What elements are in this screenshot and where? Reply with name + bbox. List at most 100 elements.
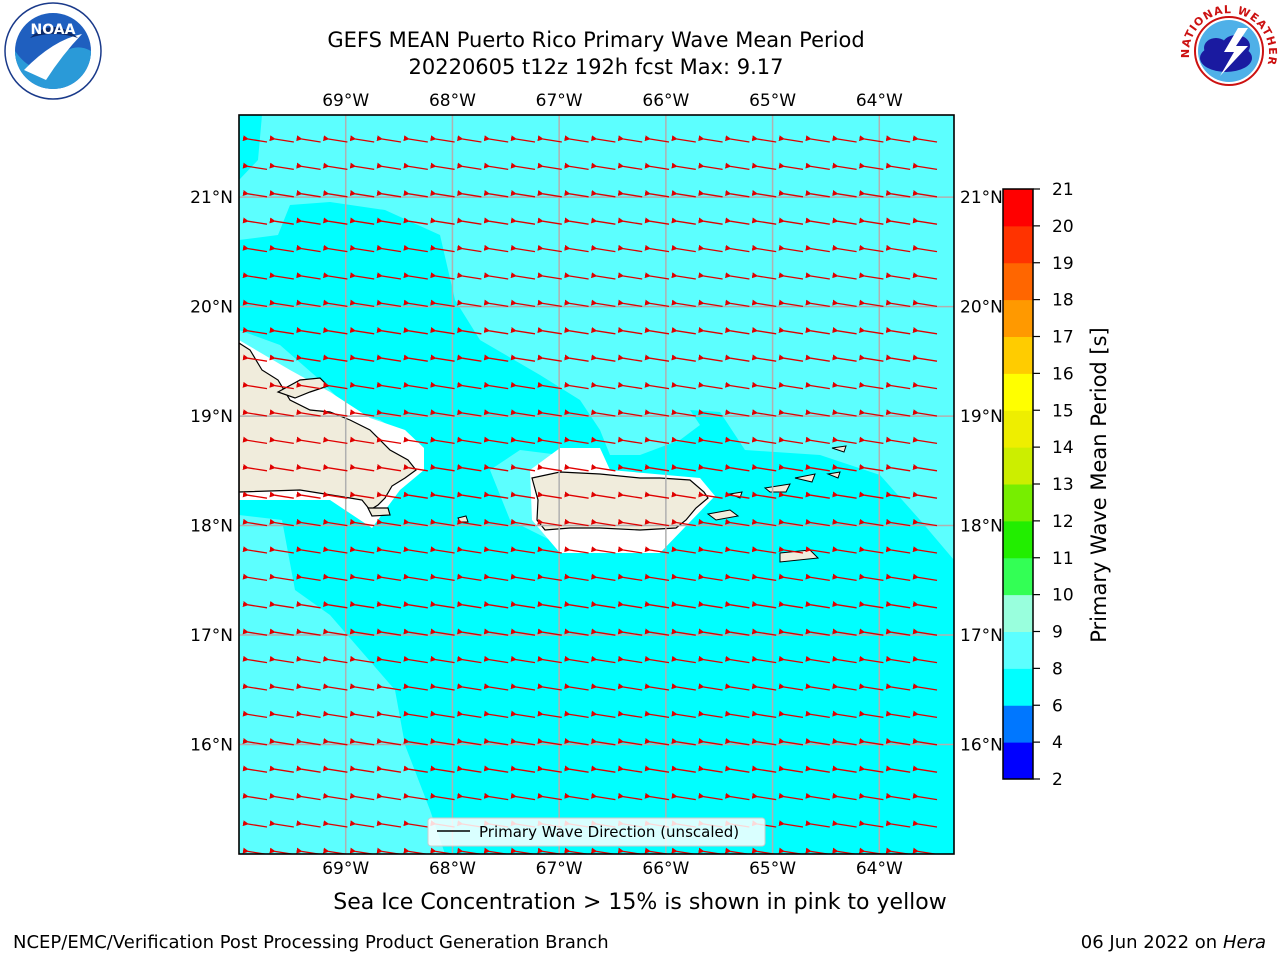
wave-arrow-347: [483, 491, 509, 499]
colorbar-tick-label-15: 15: [1052, 401, 1074, 421]
colorbar-segment-14: [1003, 410, 1033, 448]
wave-arrow-28: [296, 162, 321, 171]
wave-arrow-607: [483, 765, 509, 773]
wave-arrow-474: [403, 628, 428, 636]
wave-arrow-637: [590, 792, 616, 801]
lon-tick-bottom-2: 67°W: [536, 859, 583, 879]
wave-arrow-180: [885, 299, 911, 308]
wave-arrow-392: [296, 546, 321, 554]
wave-arrow-110: [403, 244, 428, 253]
wave-arrow-419: [322, 573, 348, 582]
wave-arrow-94: [671, 217, 696, 225]
wave-arrow-221: [590, 354, 616, 362]
wave-arrow-337: [912, 464, 938, 472]
colorbar-segment-13: [1003, 447, 1033, 485]
lon-tick-bottom-1: 68°W: [429, 859, 476, 879]
wave-arrow-502: [456, 655, 482, 664]
wave-arrow-421: [376, 573, 402, 582]
wave-arrow-586: [617, 738, 643, 746]
wave-arrow-216: [456, 354, 482, 362]
wave-arrow-534: [617, 683, 643, 691]
wave-arrow-593: [805, 738, 830, 746]
wave-arrow-446: [349, 601, 375, 609]
wave-arrow-203: [805, 327, 830, 335]
wave-arrow-365: [269, 518, 294, 527]
wave-arrow-197: [644, 327, 670, 335]
wave-arrow-521: [269, 683, 294, 691]
wave-arrow-544: [885, 683, 911, 691]
wave-arrow-619: [805, 765, 830, 773]
wave-arrow-495: [269, 655, 294, 664]
lat-tick-left-0: 21°N: [190, 188, 233, 208]
wave-arrow-462: [778, 601, 804, 609]
colorbar-segment-11: [1003, 520, 1033, 559]
colorbar-tick-label-12: 12: [1052, 512, 1074, 532]
wave-arrow-573: [269, 738, 294, 746]
wave-arrow-51: [912, 162, 938, 171]
wave-arrow-322: [510, 464, 536, 472]
wave-arrow-456: [617, 601, 643, 609]
wave-arrow-645: [805, 792, 830, 801]
wave-arrow-148: [724, 272, 750, 280]
colorbar-tick-label-21: 21: [1052, 180, 1074, 200]
wave-arrow-608: [510, 765, 536, 773]
wave-arrow-218: [510, 354, 536, 362]
colorbar-segment-20: [1003, 189, 1033, 227]
wave-arrow-101: [858, 217, 884, 225]
wave-arrow-329: [698, 464, 723, 472]
wave-arrow-404: [617, 546, 643, 554]
wave-arrow-475: [430, 628, 455, 636]
wave-arrow-399: [483, 546, 509, 554]
wave-arrow-241: [430, 381, 455, 390]
lat-tick-left-2: 19°N: [190, 407, 233, 427]
lon-tick-top-1: 68°W: [429, 91, 476, 111]
wave-arrow-127: [858, 244, 884, 253]
wave-arrow-237: [322, 381, 348, 390]
wave-arrow-510: [671, 655, 696, 664]
wave-arrow-526: [403, 683, 428, 691]
wave-arrow-116: [564, 244, 589, 253]
wave-arrow-209: [269, 354, 294, 362]
wave-arrow-568: [832, 710, 857, 719]
wave-arrow-162: [403, 299, 428, 308]
land-puerto-rico: [531, 471, 709, 531]
wave-arrow-325: [590, 464, 616, 472]
wave-arrow-324: [564, 464, 589, 472]
colorbar-tick-label-14: 14: [1052, 438, 1074, 458]
wave-arrow-418: [296, 573, 321, 582]
wave-arrow-524: [349, 683, 375, 691]
wave-arrow-488: [778, 628, 804, 636]
wave-arrow-539: [751, 683, 777, 691]
wave-arrow-470: [296, 628, 321, 636]
wave-arrow-566: [778, 710, 804, 719]
wave-arrow-313: [269, 464, 294, 472]
wave-arrow-111: [430, 244, 455, 253]
wave-arrow-401: [537, 546, 562, 554]
wave-arrow-27: [269, 162, 294, 171]
wave-arrow-317: [376, 464, 402, 472]
wave-arrow-189: [430, 327, 455, 335]
wave-arrow-333: [805, 464, 830, 472]
footer-date: 06 Jun 2022 on Hera: [1081, 932, 1266, 953]
wave-arrow-351: [590, 491, 616, 499]
wave-arrow-293: [430, 436, 455, 445]
wave-arrow-88: [510, 217, 536, 225]
lat-tick-right-4: 17°N: [960, 626, 1003, 646]
wave-arrow-299: [590, 436, 616, 445]
wave-arrow-501: [430, 655, 455, 664]
wave-arrow-596: [885, 738, 911, 746]
wave-arrow-104: [242, 244, 268, 253]
wave-arrow-22: [832, 135, 857, 143]
wave-arrow-170: [617, 299, 643, 308]
wave-arrow-222: [617, 354, 643, 362]
wave-arrow-191: [483, 327, 509, 335]
wave-arrow-583: [537, 738, 562, 746]
wave-arrow-590: [724, 738, 750, 746]
wave-arrow-263: [322, 409, 348, 417]
wave-arrow-26: [242, 162, 268, 171]
wave-arrow-71: [751, 190, 777, 198]
wave-arrow-208: [242, 354, 268, 362]
wave-arrow-46: [778, 162, 804, 171]
wave-arrow-353: [644, 491, 670, 499]
wave-arrow-335: [858, 464, 884, 472]
